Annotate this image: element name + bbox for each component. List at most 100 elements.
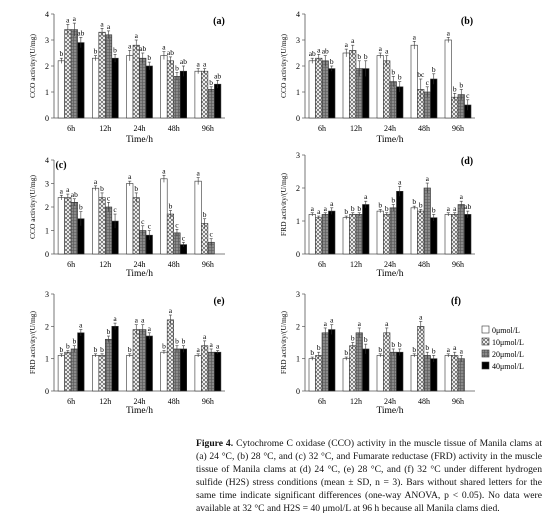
legend-label: 0μmol/L bbox=[492, 326, 520, 335]
bar bbox=[376, 55, 384, 119]
bar bbox=[308, 358, 316, 392]
y-tick-label: 0 bbox=[296, 114, 300, 123]
legend-label: 40μmol/L bbox=[492, 362, 524, 371]
caption-label: Figure 4. bbox=[196, 438, 234, 449]
significance-letter: a bbox=[453, 204, 457, 213]
x-tick-label: 24h bbox=[134, 397, 146, 406]
bar bbox=[349, 50, 357, 119]
x-tick-label: 24h bbox=[384, 260, 396, 269]
y-tick-label: 1 bbox=[296, 355, 300, 364]
bar bbox=[126, 355, 134, 392]
significance-letter: b bbox=[364, 335, 368, 344]
significance-letter: a bbox=[345, 40, 349, 49]
bar bbox=[451, 214, 459, 255]
significance-letter: b bbox=[357, 204, 361, 213]
significance-letter: a bbox=[385, 47, 389, 56]
panel-label: (d) bbox=[461, 156, 473, 167]
bar bbox=[201, 345, 209, 392]
bar bbox=[126, 183, 134, 255]
significance-letter: a bbox=[385, 319, 389, 328]
significance-letter: b bbox=[72, 337, 76, 346]
x-axis-label: Time/h bbox=[126, 406, 153, 416]
y-tick-label: 2 bbox=[45, 203, 49, 212]
significance-letter: b bbox=[182, 337, 186, 346]
bar bbox=[214, 83, 222, 119]
significance-letter: b bbox=[107, 327, 111, 336]
bar bbox=[105, 34, 113, 119]
bar bbox=[376, 210, 384, 255]
significance-letter: a bbox=[398, 177, 402, 186]
significance-letter: a bbox=[196, 169, 200, 178]
significance-letter: bc bbox=[417, 70, 425, 79]
significance-letter: a bbox=[66, 15, 70, 24]
bar bbox=[349, 345, 357, 392]
bar bbox=[417, 210, 425, 255]
significance-letter: a bbox=[169, 306, 173, 315]
x-tick-label: 48h bbox=[168, 397, 180, 406]
x-tick-label: 96h bbox=[202, 260, 214, 269]
significance-letter: a bbox=[148, 324, 152, 333]
significance-letter: a bbox=[364, 192, 368, 201]
bar bbox=[166, 319, 174, 392]
significance-letter: a bbox=[419, 312, 423, 321]
significance-letter: a bbox=[141, 316, 145, 325]
bar bbox=[173, 76, 181, 119]
significance-letter: a bbox=[73, 14, 77, 23]
significance-letter: b bbox=[134, 184, 138, 193]
significance-letter: c bbox=[209, 230, 213, 239]
y-axis-label: FRD activity/(U/mg) bbox=[28, 310, 37, 374]
y-axis-label: CCO activity/(U/mg) bbox=[279, 34, 288, 98]
bar bbox=[342, 217, 350, 255]
significance-letter: a bbox=[107, 22, 111, 31]
bar bbox=[430, 78, 438, 119]
x-tick-label: 6h bbox=[67, 260, 75, 269]
x-tick-label: 12h bbox=[350, 397, 362, 406]
y-tick-label: 4 bbox=[45, 156, 49, 165]
y-axis-label: CCO activity/(U/mg) bbox=[28, 175, 37, 239]
significance-letter: a bbox=[162, 166, 166, 175]
bar bbox=[160, 178, 168, 255]
significance-letter: b bbox=[79, 203, 83, 212]
panel-label: (a) bbox=[213, 16, 225, 27]
significance-letter: a bbox=[216, 342, 220, 351]
x-tick-label: 96h bbox=[452, 124, 464, 133]
significance-letter: b bbox=[169, 202, 173, 211]
legend-swatch bbox=[481, 361, 490, 370]
significance-letter: a bbox=[413, 32, 417, 41]
significance-letter: ab bbox=[167, 48, 174, 57]
significance-letter: b bbox=[317, 343, 321, 352]
significance-letter: b bbox=[100, 345, 104, 354]
bar bbox=[444, 214, 452, 255]
bar bbox=[457, 204, 465, 255]
x-tick-label: 24h bbox=[134, 260, 146, 269]
significance-letter: b bbox=[432, 346, 436, 355]
legend-swatch bbox=[481, 337, 490, 346]
bar bbox=[132, 44, 140, 119]
significance-letter: b bbox=[425, 343, 429, 352]
bar bbox=[349, 214, 357, 255]
significance-letter: a bbox=[196, 60, 200, 69]
bar bbox=[160, 55, 168, 119]
x-tick-label: 24h bbox=[384, 397, 396, 406]
significance-letter: b bbox=[59, 345, 63, 354]
bar bbox=[308, 60, 316, 119]
significance-letter: a bbox=[460, 346, 464, 355]
significance-letter: b bbox=[330, 57, 334, 66]
bar bbox=[430, 358, 438, 392]
panel-label: (e) bbox=[213, 296, 224, 307]
significance-letter: a bbox=[79, 321, 83, 330]
bar bbox=[444, 355, 452, 392]
bar bbox=[315, 57, 323, 119]
bar bbox=[389, 81, 397, 119]
x-tick-label: 48h bbox=[418, 124, 430, 133]
bar bbox=[328, 68, 336, 119]
y-tick-label: 2 bbox=[45, 62, 49, 71]
significance-letter: b bbox=[378, 345, 382, 354]
significance-letter: a bbox=[196, 345, 200, 354]
y-axis-label: CCO activity/(U/mg) bbox=[28, 34, 37, 98]
x-tick-label: 48h bbox=[168, 124, 180, 133]
bar bbox=[64, 29, 72, 119]
significance-letter: b bbox=[385, 204, 389, 213]
